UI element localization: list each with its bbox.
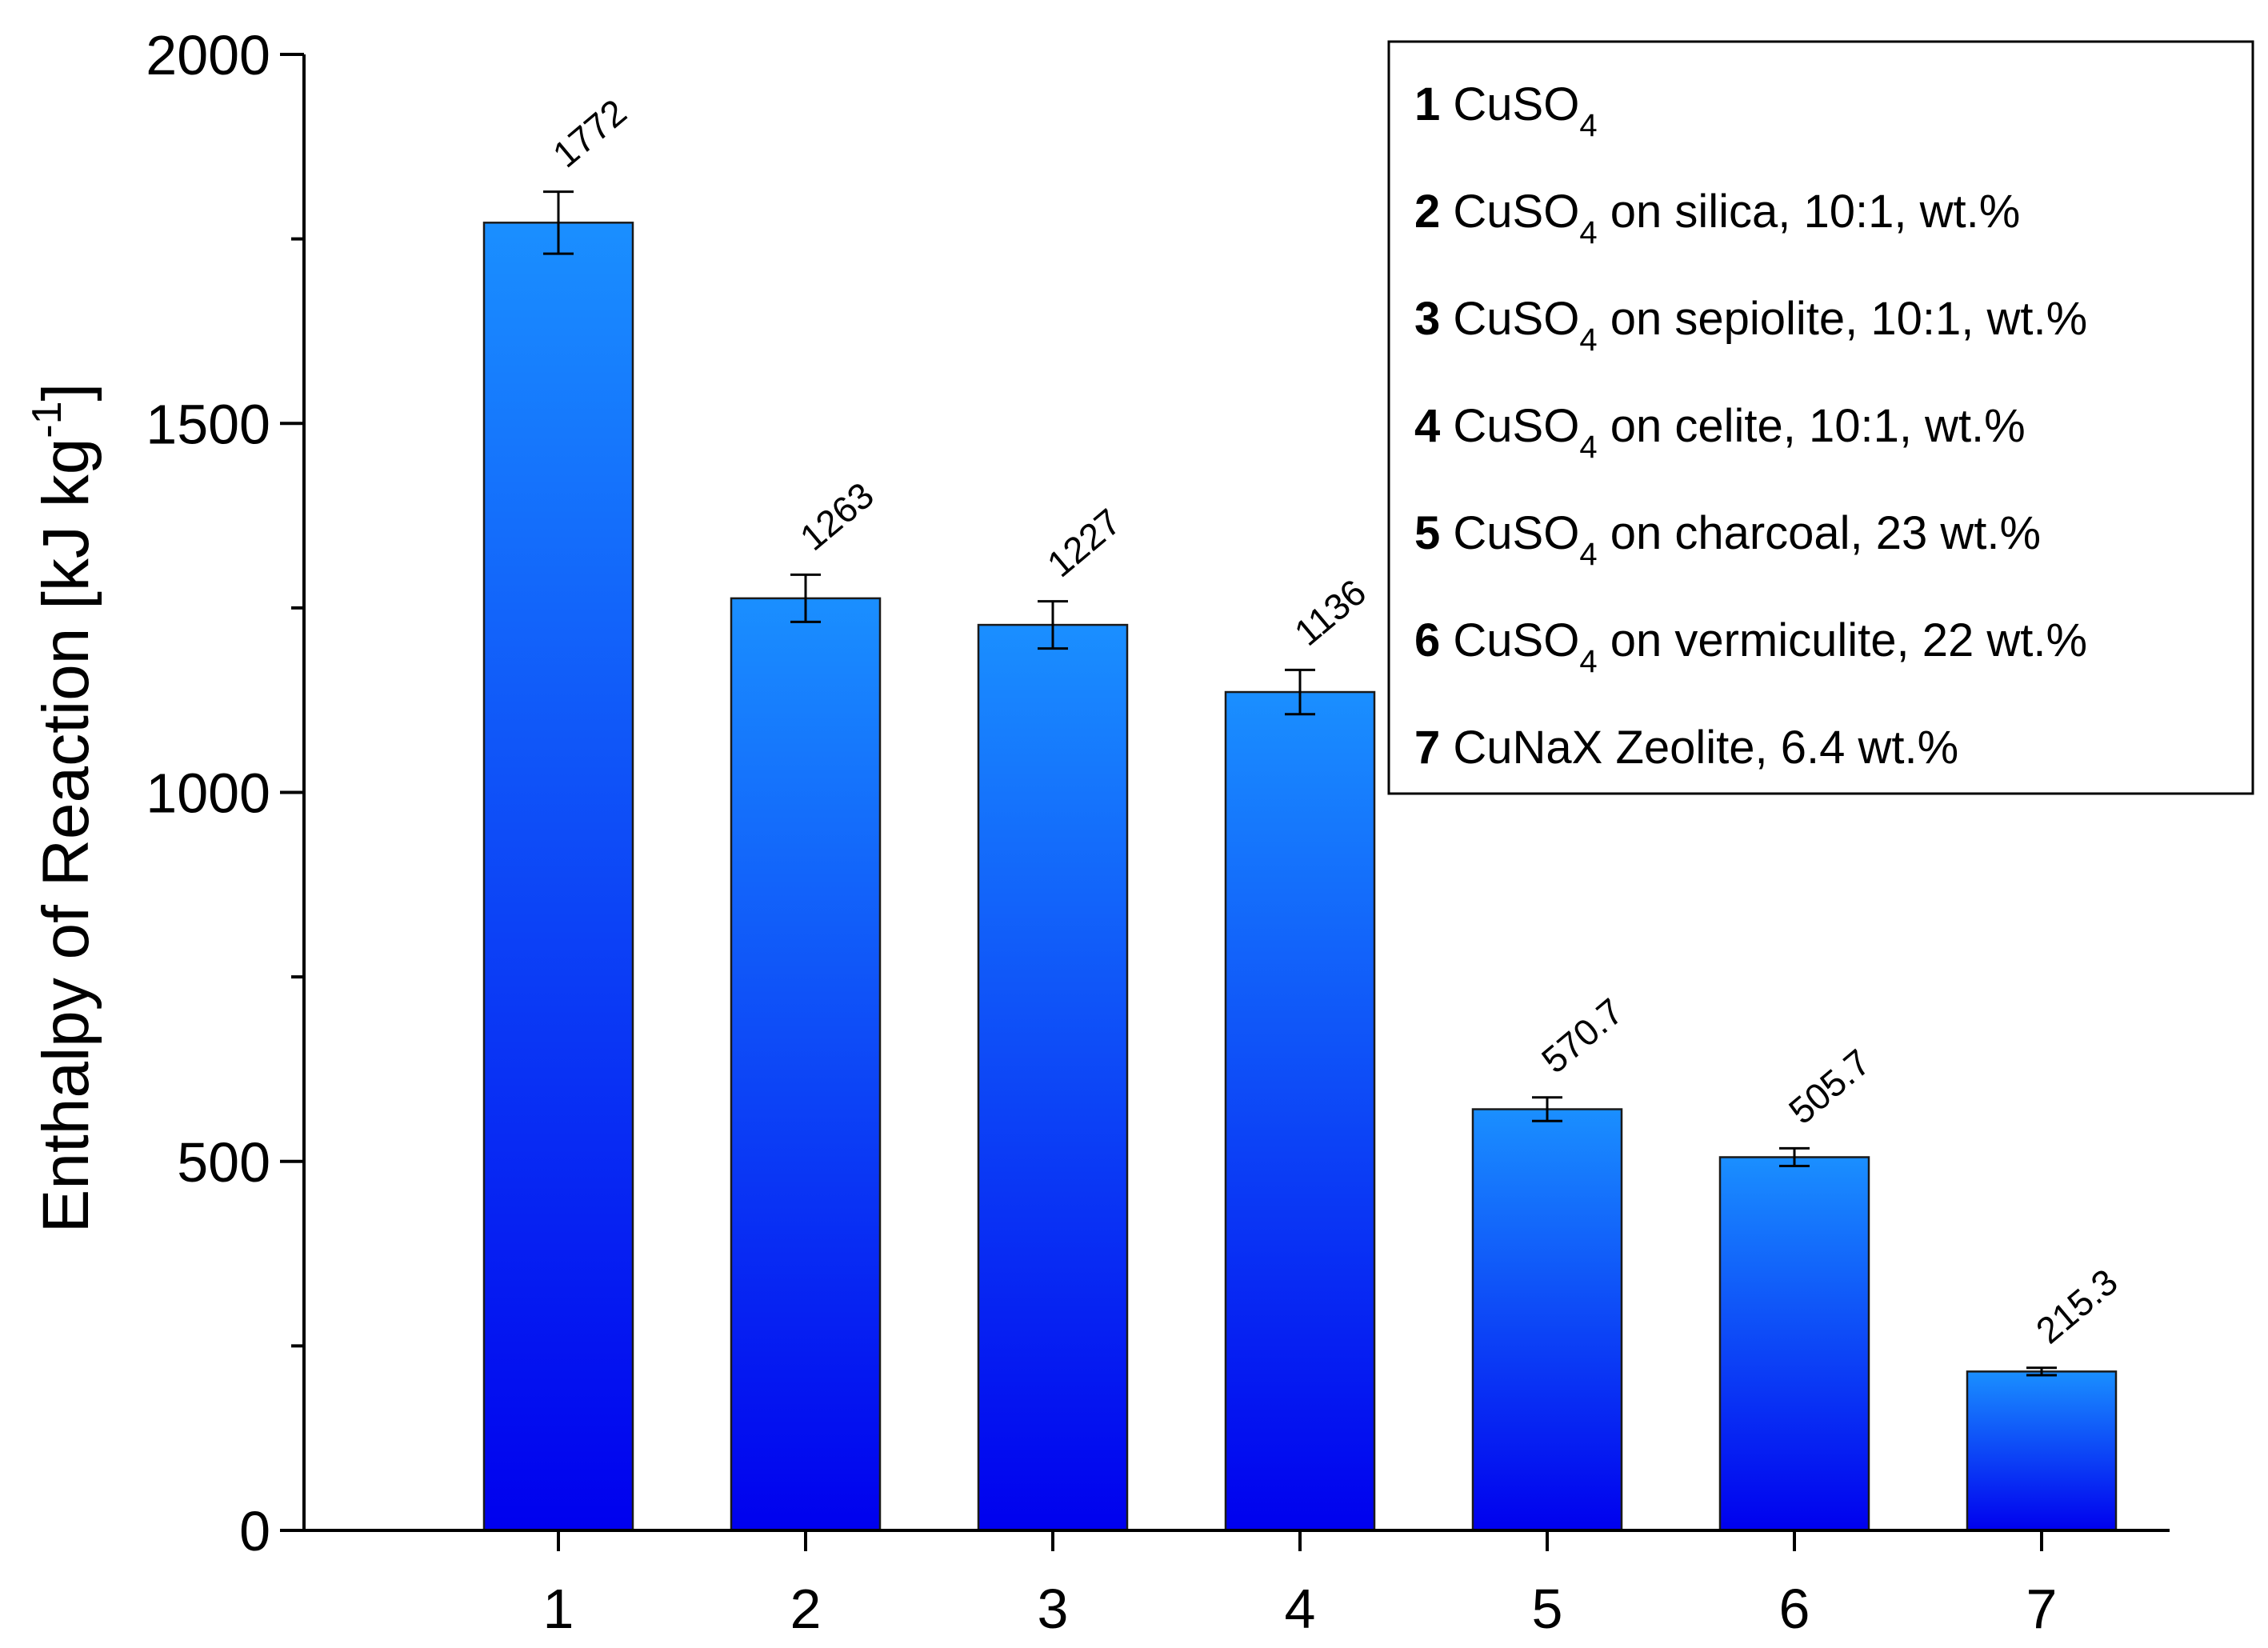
value-label-4: 1136 bbox=[1286, 571, 1374, 654]
error-bar-6 bbox=[1779, 1146, 1810, 1168]
value-label-1: 1772 bbox=[545, 91, 634, 176]
error-bar-2 bbox=[790, 573, 821, 623]
y-tick-label-2000: 2000 bbox=[146, 24, 270, 86]
y-axis-title: Enthalpy of Reaction [kJ kg-1] bbox=[24, 383, 102, 1234]
x-tick-label-5: 5 bbox=[1532, 1578, 1563, 1640]
bar-2 bbox=[730, 597, 882, 1532]
axes-layer: 1 2 3 4 5 6 7 0 500 1000 1500 2000 bbox=[146, 24, 2170, 1640]
bar-6 bbox=[1718, 1156, 1870, 1532]
x-tick-label-1: 1 bbox=[543, 1578, 574, 1640]
bar-4 bbox=[1224, 690, 1376, 1532]
y-tick-label-1500: 1500 bbox=[146, 393, 270, 455]
legend-item-4: 4 CuSO4 on celite, 10:1, wt.% bbox=[1414, 400, 2026, 465]
legend-item-7: 7 CuNaX Zeolite, 6.4 wt.% bbox=[1414, 722, 1958, 774]
x-tick-label-7: 7 bbox=[2026, 1578, 2058, 1640]
legend-item-6: 6 CuSO4 on vermiculite, 22 wt.% bbox=[1414, 614, 2087, 679]
value-label-5: 570.7 bbox=[1534, 990, 1631, 1082]
bars-layer bbox=[482, 190, 2118, 1532]
error-bar-7 bbox=[2026, 1366, 2057, 1377]
x-tick-label-2: 2 bbox=[790, 1578, 822, 1640]
error-bar-5 bbox=[1532, 1096, 1562, 1122]
bar-1 bbox=[482, 222, 634, 1532]
error-bar-1 bbox=[543, 190, 574, 255]
legend: 1 CuSO4 2 CuSO4 on silica, 10:1, wt.% 3 Cu… bbox=[1387, 40, 2254, 795]
value-label-3: 1227 bbox=[1039, 501, 1129, 586]
bar-3 bbox=[977, 623, 1129, 1532]
bar-7 bbox=[1966, 1370, 2118, 1532]
error-bar-4 bbox=[1285, 668, 1315, 716]
x-tick-label-4: 4 bbox=[1285, 1578, 1316, 1640]
y-tick-label-500: 500 bbox=[177, 1131, 270, 1194]
x-tick-label-6: 6 bbox=[1779, 1578, 1810, 1640]
legend-item-1: 1 CuSO4 bbox=[1414, 78, 1598, 143]
legend-item-3: 3 CuSO4 on sepiolite, 10:1, wt.% bbox=[1414, 293, 2087, 358]
x-tick-label-3: 3 bbox=[1038, 1578, 1069, 1640]
legend-box bbox=[1387, 40, 2254, 795]
legend-item-5: 5 CuSO4 on charcoal, 23 wt.% bbox=[1414, 507, 2041, 572]
value-label-7: 215.3 bbox=[2028, 1261, 2126, 1352]
legend-item-2: 2 CuSO4 on silica, 10:1, wt.% bbox=[1414, 186, 2020, 250]
bar-5 bbox=[1471, 1108, 1623, 1532]
y-tick-label-1000: 1000 bbox=[146, 762, 270, 825]
value-label-2: 1263 bbox=[792, 474, 882, 558]
error-bar-3 bbox=[1038, 600, 1068, 650]
y-tick-label-0: 0 bbox=[239, 1500, 270, 1562]
value-label-6: 505.7 bbox=[1781, 1041, 1878, 1132]
